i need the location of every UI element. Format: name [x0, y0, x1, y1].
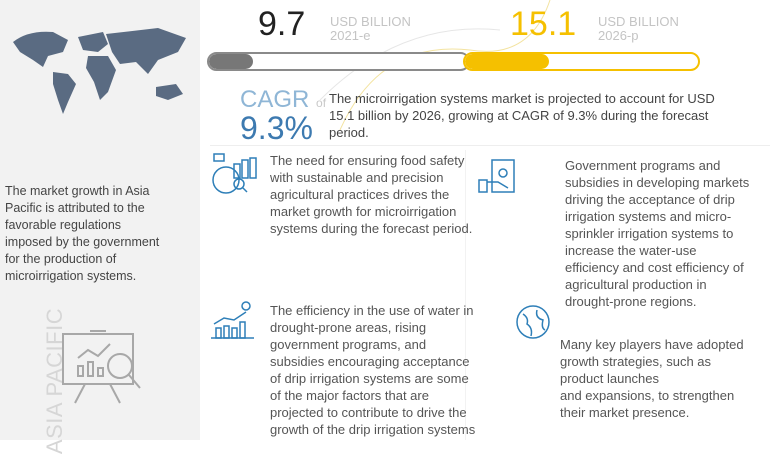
text-line: driving the acceptance of drip — [565, 192, 735, 207]
presentation-analytics-icon — [62, 330, 141, 404]
progress-bar-2021 — [207, 52, 470, 71]
driver-water-efficiency: The efficiency in the use of water in dr… — [270, 302, 475, 438]
cagr-of: of — [316, 96, 327, 110]
growth-chart-icon — [211, 301, 254, 339]
text-line: increase the water-use — [565, 243, 697, 258]
market-value-2021: 9.7 — [258, 5, 306, 43]
text-line: imposed by the government — [5, 235, 160, 249]
driver-government-programs: Government programs and subsidies in dev… — [565, 157, 749, 310]
text-line: of drip irrigation systems are some — [270, 371, 469, 386]
cagr-label: CAGR of — [240, 86, 326, 114]
text-line: drought-prone regions. — [565, 294, 697, 309]
text-line: drought-prone areas, rising — [270, 320, 427, 335]
progress-bar-2026 — [463, 52, 700, 71]
divider — [210, 145, 770, 146]
text-line: irrigation systems and micro- — [565, 209, 732, 224]
text-line: their market presence. — [560, 405, 690, 420]
text-line: market growth for microirrigation — [270, 204, 457, 219]
text-line: agricultural production in — [565, 277, 707, 292]
world-map-icon — [13, 28, 186, 114]
text-line: and expansions, to strengthen — [560, 388, 735, 403]
text-line: product launches — [560, 371, 660, 386]
region-description: The market growth in Asia Pacific is att… — [5, 183, 159, 285]
text-line: The market growth in Asia — [5, 184, 150, 198]
unit-2026: USD BILLION — [598, 14, 679, 29]
market-summary: The microirrigation systems market is pr… — [329, 90, 715, 141]
food-safety-analytics-icon — [212, 153, 257, 194]
text-line: growth strategies, such as — [560, 354, 712, 369]
text-line: 15.1 billion by 2026, growing at CAGR of… — [329, 108, 709, 123]
text-line: Pacific is attributed to the — [5, 201, 145, 215]
year-2021: 2021-e — [330, 28, 371, 43]
text-line: of the major factors that are — [270, 388, 429, 403]
globe-icon — [516, 305, 550, 339]
text-line: Many key players have adopted — [560, 337, 744, 352]
cagr-text: CAGR — [240, 86, 310, 113]
market-value-2026: 15.1 — [510, 5, 577, 43]
unit-2021: USD BILLION — [330, 14, 411, 29]
text-line: for the production of — [5, 252, 117, 266]
text-line: government programs, and — [270, 337, 427, 352]
progress-fill-2026 — [465, 54, 549, 69]
driver-food-safety: The need for ensuring food safety with s… — [270, 152, 472, 237]
text-line: sprinkler irrigation systems to — [565, 226, 734, 241]
text-line: growth of the drip irrigation systems — [270, 422, 476, 437]
text-line: systems during the forecast period. — [270, 221, 473, 236]
year-2026: 2026-p — [598, 28, 639, 43]
cagr-value: 9.3% — [240, 110, 313, 146]
text-line: The efficiency in the use of water in — [270, 303, 474, 318]
money-hand-icon — [478, 159, 515, 193]
decorative-swirl — [319, 0, 551, 131]
divider — [465, 150, 466, 440]
text-line: The microirrigation systems market is pr… — [329, 91, 715, 106]
text-line: efficiency and cost efficiency of — [565, 260, 744, 275]
text-line: with sustainable and precision — [270, 170, 444, 185]
text-line: period. — [329, 125, 369, 140]
text-line: subsidies in developing markets — [565, 175, 750, 190]
region-panel: The market growth in Asia Pacific is att… — [0, 0, 200, 454]
progress-fill-2021 — [209, 54, 254, 69]
text-line: Government programs and — [565, 158, 721, 173]
text-line: projected to contribute to drive the — [270, 405, 467, 420]
text-line: favorable regulations — [5, 218, 122, 232]
driver-key-players: Many key players have adopted growth str… — [560, 336, 744, 421]
text-line: subsidies encouraging acceptance — [270, 354, 470, 369]
text-line: microirrigation systems. — [5, 269, 137, 283]
text-line: agricultural practices drives the — [270, 187, 450, 202]
text-line: The need for ensuring food safety — [270, 153, 465, 168]
